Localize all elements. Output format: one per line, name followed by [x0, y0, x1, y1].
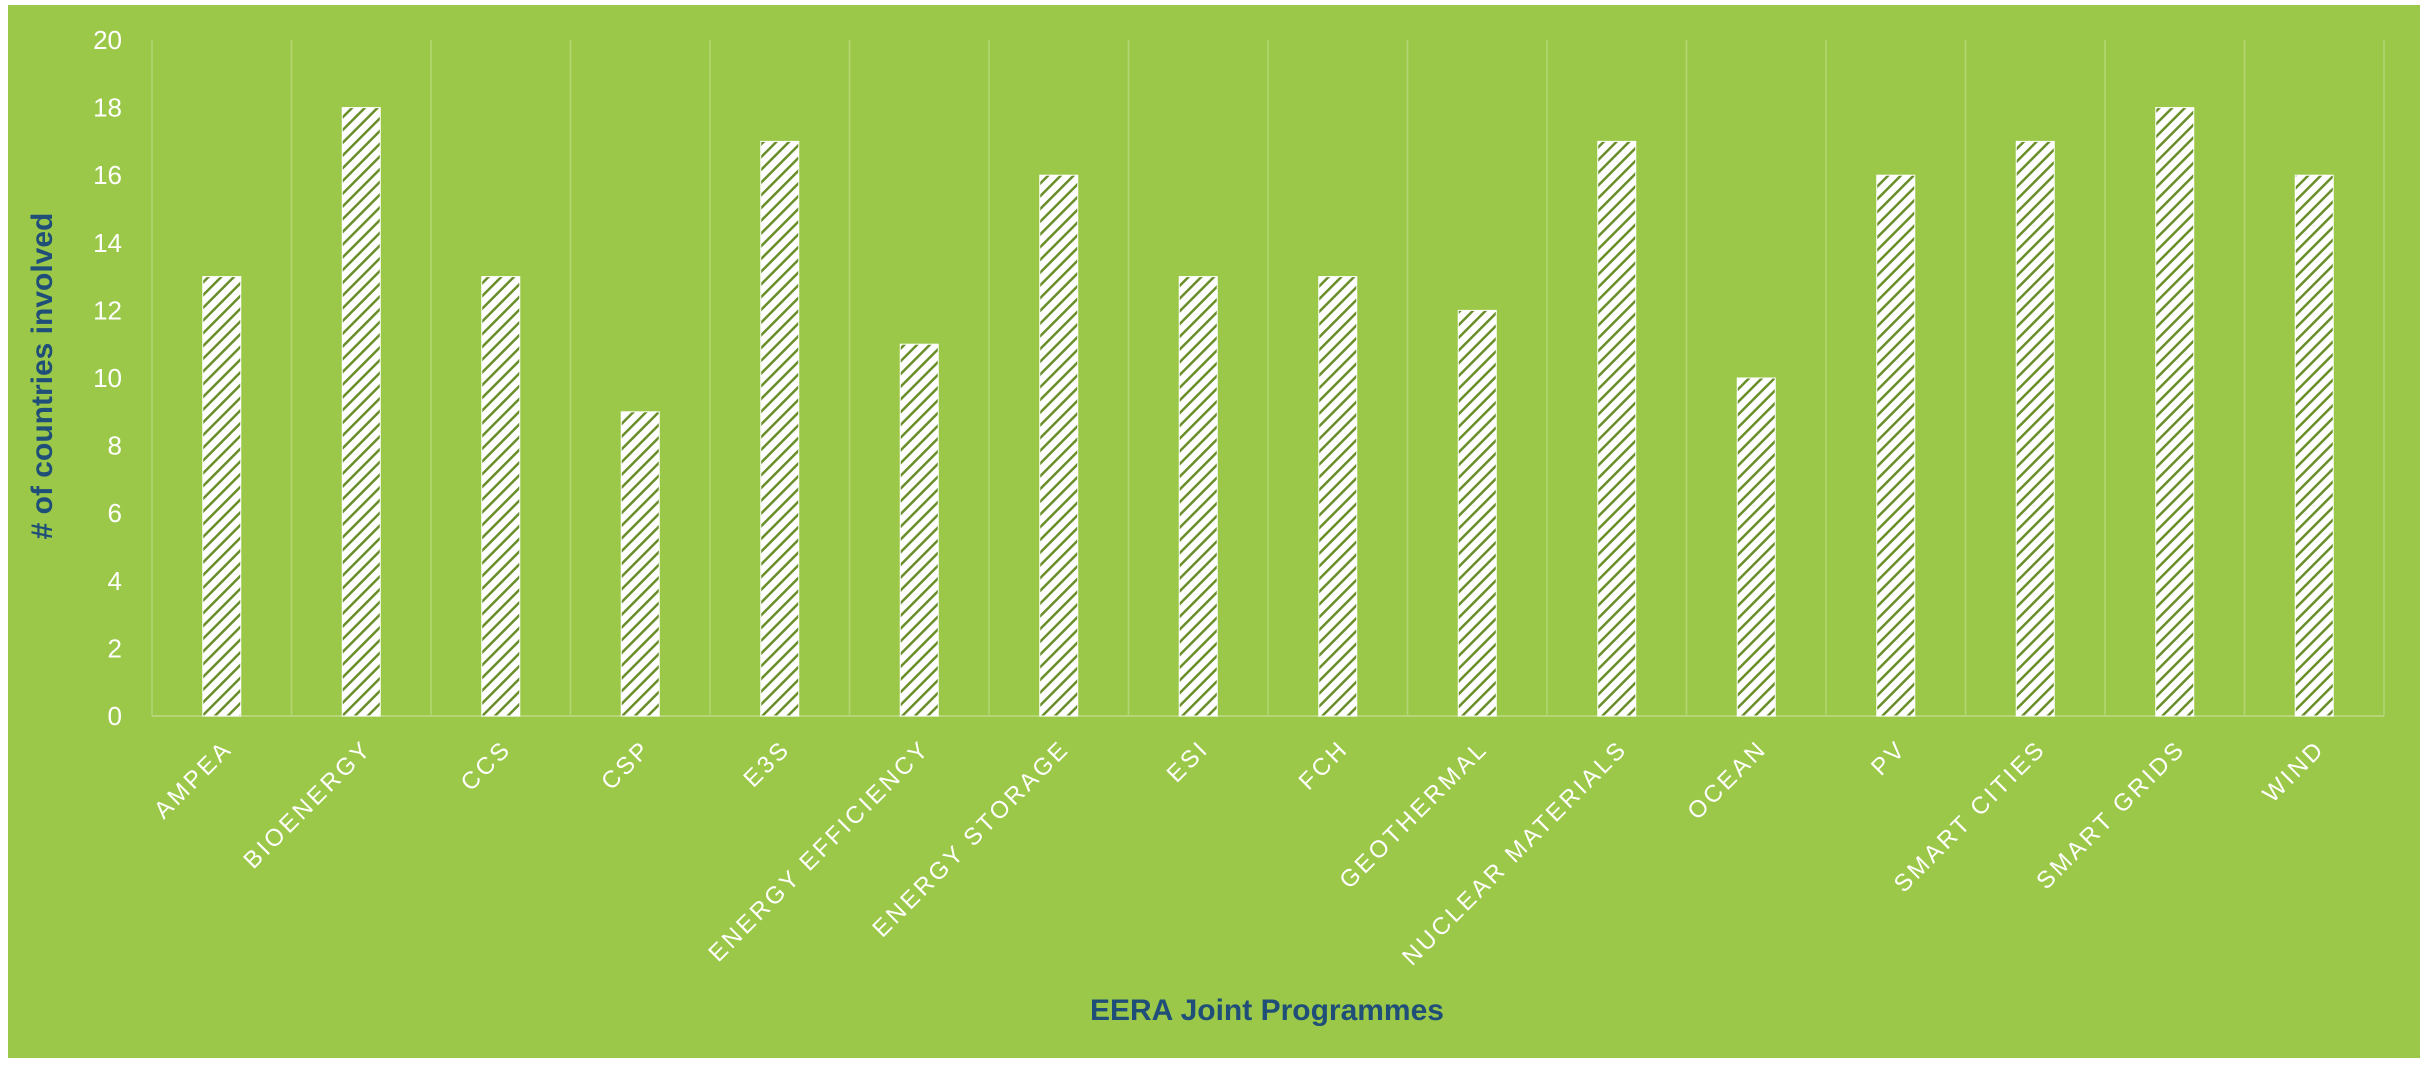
y-tick-label: 6	[108, 498, 122, 528]
bar	[202, 276, 242, 717]
y-tick-label: 18	[93, 93, 122, 123]
bar	[760, 140, 800, 717]
y-tick-label: 14	[93, 228, 122, 258]
bar	[620, 411, 660, 717]
y-axis-ticks: 0 2 4 6 8 10 12 14 16 18 20	[93, 25, 122, 731]
bar	[1457, 309, 1497, 717]
y-tick-label: 16	[93, 160, 122, 190]
bars	[202, 107, 2334, 717]
bar	[2015, 140, 2055, 717]
y-tick-label: 0	[108, 701, 122, 731]
bar	[1597, 140, 1637, 717]
bar	[1178, 276, 1218, 717]
bar	[1876, 174, 1916, 717]
y-tick-label: 20	[93, 25, 122, 55]
bar	[899, 343, 939, 717]
y-tick-label: 10	[93, 363, 122, 393]
bar	[2294, 174, 2334, 717]
y-tick-label: 8	[108, 431, 122, 461]
bar	[481, 276, 521, 717]
bar	[1318, 276, 1358, 717]
y-tick-label: 12	[93, 295, 122, 325]
x-axis-title: EERA Joint Programmes	[1090, 994, 1444, 1027]
y-tick-label: 4	[108, 566, 122, 596]
bar	[1736, 377, 1776, 717]
y-tick-label: 2	[108, 633, 122, 663]
y-axis-title: # of countries involved	[26, 213, 59, 540]
gridlines	[151, 40, 2385, 717]
bar	[1039, 174, 1079, 717]
bar	[341, 107, 381, 717]
bar	[2155, 107, 2195, 717]
